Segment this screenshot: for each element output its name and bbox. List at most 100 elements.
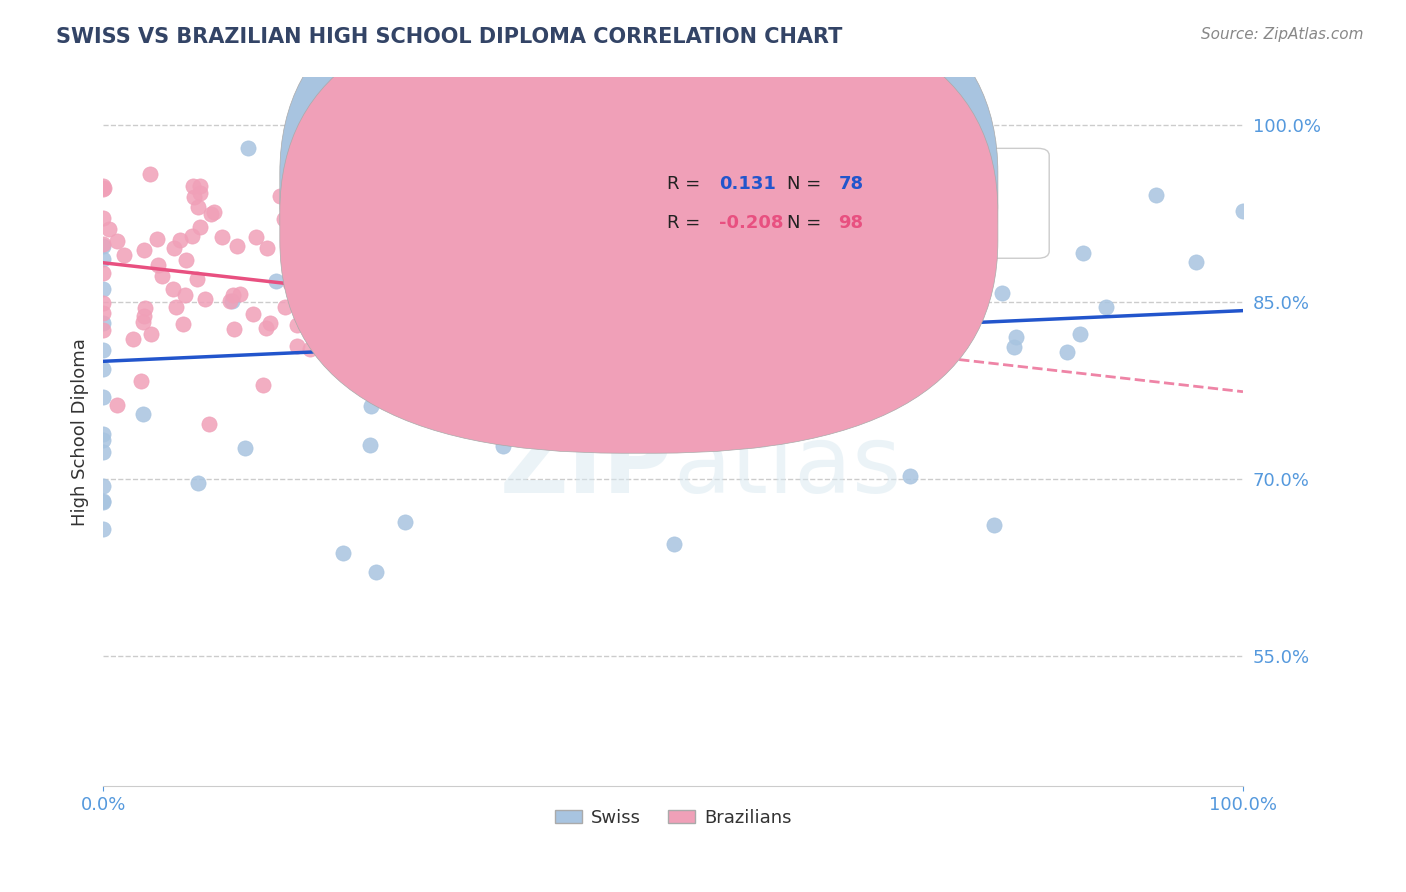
Point <box>398 333 420 347</box>
Point <box>163 241 186 255</box>
Point <box>371 321 394 335</box>
Point <box>225 239 247 253</box>
Point <box>188 219 211 234</box>
Point <box>991 286 1014 301</box>
Point <box>112 247 135 261</box>
Point <box>349 263 371 277</box>
Point <box>336 263 359 277</box>
Point <box>91 182 114 196</box>
Point <box>533 334 555 349</box>
Point <box>224 322 246 336</box>
Point <box>174 252 197 267</box>
Point <box>457 415 479 429</box>
Point <box>285 318 308 332</box>
Point <box>983 518 1005 533</box>
Point <box>461 345 484 359</box>
Point <box>97 222 120 236</box>
Point <box>218 294 240 309</box>
Point <box>332 546 354 560</box>
Point <box>360 399 382 413</box>
Point <box>165 300 187 314</box>
Point <box>858 368 880 382</box>
Point <box>309 321 332 335</box>
Point <box>172 318 194 332</box>
Point <box>269 188 291 202</box>
Point <box>259 316 281 330</box>
Point <box>186 272 208 286</box>
Point <box>449 252 471 267</box>
Point <box>319 287 342 301</box>
Point <box>1056 345 1078 359</box>
Point <box>91 282 114 296</box>
Point <box>299 262 322 277</box>
Point <box>190 179 212 194</box>
Point <box>318 335 340 350</box>
Point <box>395 191 418 205</box>
Point <box>236 141 259 155</box>
Point <box>105 398 128 412</box>
FancyBboxPatch shape <box>280 0 998 453</box>
Point <box>898 468 921 483</box>
Point <box>169 233 191 247</box>
Point <box>353 279 375 293</box>
Point <box>492 439 515 453</box>
Point <box>1185 255 1208 269</box>
Point <box>378 220 401 235</box>
Point <box>181 179 204 194</box>
Legend: Swiss, Brazilians: Swiss, Brazilians <box>547 802 799 834</box>
Point <box>91 445 114 459</box>
Point <box>134 301 156 315</box>
Point <box>305 306 328 320</box>
Point <box>222 287 245 301</box>
Text: R =: R = <box>668 214 706 232</box>
FancyBboxPatch shape <box>593 148 1049 259</box>
Point <box>202 204 225 219</box>
Point <box>1071 246 1094 260</box>
Point <box>446 393 468 408</box>
Point <box>321 287 343 301</box>
Point <box>105 235 128 249</box>
Point <box>429 128 451 143</box>
Point <box>344 341 367 355</box>
Point <box>91 252 114 267</box>
Point <box>290 205 312 219</box>
Point <box>1002 340 1025 354</box>
Point <box>285 339 308 353</box>
Point <box>273 211 295 226</box>
Text: atlas: atlas <box>673 421 901 514</box>
Point <box>465 394 488 409</box>
Point <box>385 310 408 325</box>
Point <box>221 293 243 308</box>
Point <box>285 242 308 256</box>
Point <box>696 169 718 184</box>
Point <box>681 401 703 415</box>
Point <box>228 287 250 301</box>
Point <box>378 385 401 400</box>
Text: N =: N = <box>787 175 827 193</box>
Point <box>458 321 481 335</box>
Point <box>180 228 202 243</box>
Point <box>605 197 627 211</box>
Point <box>198 417 221 431</box>
Text: ZIP: ZIP <box>501 421 673 514</box>
Point <box>183 190 205 204</box>
Point <box>121 332 143 346</box>
Point <box>256 241 278 255</box>
Point <box>91 323 114 337</box>
Point <box>146 232 169 246</box>
Point <box>1069 326 1091 341</box>
Point <box>91 237 114 252</box>
Point <box>294 258 316 272</box>
Text: 0.131: 0.131 <box>718 175 776 193</box>
Point <box>211 229 233 244</box>
Point <box>150 268 173 283</box>
Point <box>673 287 696 301</box>
Point <box>398 300 420 314</box>
Point <box>491 353 513 368</box>
Point <box>297 202 319 217</box>
Point <box>526 401 548 416</box>
Point <box>91 211 114 225</box>
Point <box>529 326 551 341</box>
Point <box>621 334 644 348</box>
Point <box>287 241 309 255</box>
